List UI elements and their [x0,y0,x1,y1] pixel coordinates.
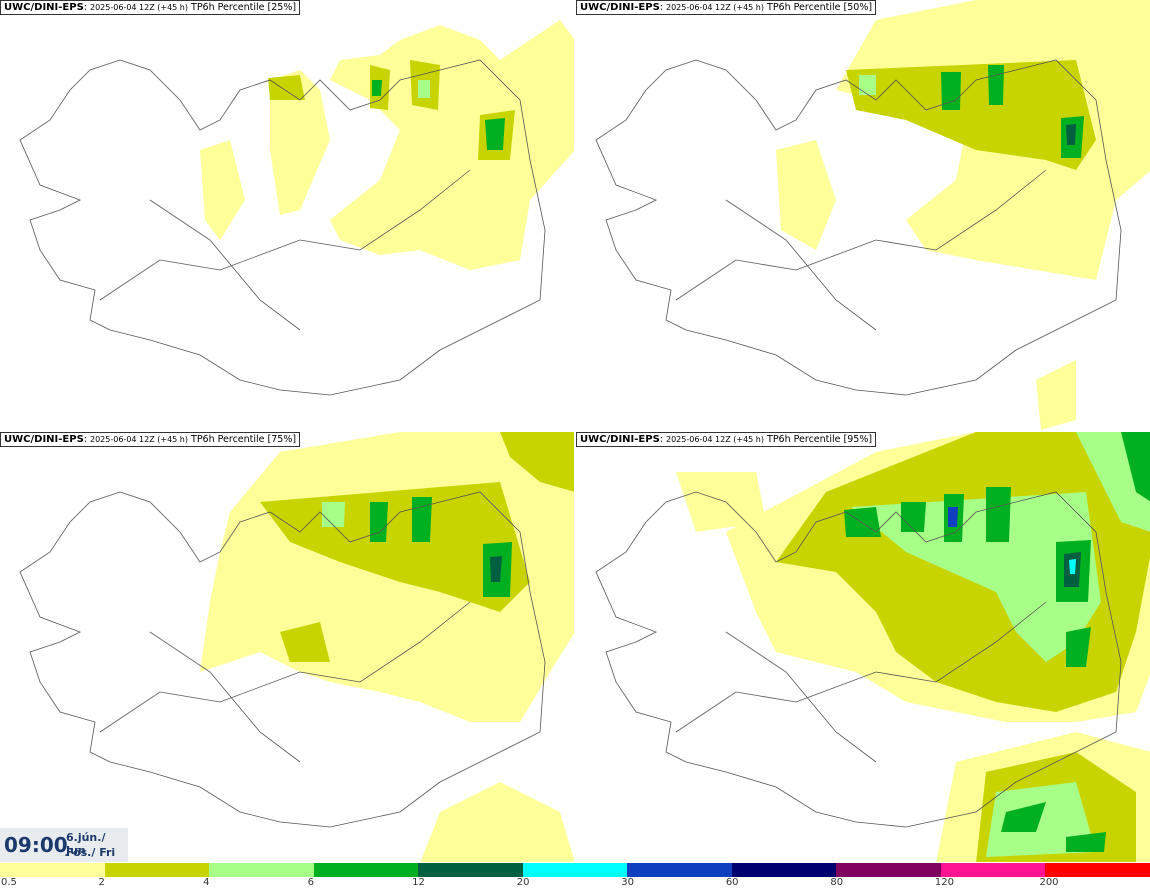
run-info: 2025-06-04 12Z (+45 h) [666,3,764,12]
colorbar-segment [0,863,105,877]
colorbar-label: 20 [516,877,530,888]
run-info: 2025-06-04 12Z (+45 h) [90,435,188,444]
panel-divider-horizontal [0,430,1150,432]
colorbar-label: 2 [98,877,105,888]
colorbar-label: 120 [934,877,954,888]
colorbar-label: 4 [203,877,210,888]
model-source: UWC/DINI-EPS [580,2,660,13]
colorbar-label: 12 [412,877,425,888]
run-info: 2025-06-04 12Z (+45 h) [90,3,188,12]
field-title: TP6h Percentile [25%] [191,2,297,13]
valid-date-line1: 6.jún./ Jun [66,831,106,857]
valid-time-box: 09:00 6.jún./ Jun Fös./ Fri [0,828,128,862]
model-source: UWC/DINI-EPS [580,434,660,445]
field-title: TP6h Percentile [50%] [767,2,873,13]
precip-contours [676,432,1150,863]
iceland-coastline [19,491,546,828]
valid-date-line2: Fös./ Fri [66,846,116,859]
precip-map-p75 [19,432,575,863]
colorbar-label: 0.5 [1,877,17,888]
field-title: TP6h Percentile [75%] [191,434,297,445]
colorbar-segment [313,863,419,877]
field-title: TP6h Percentile [95%] [767,434,873,445]
panel-title: UWC/DINI-EPS: 2025-06-04 12Z (+45 h) TP6… [576,0,877,15]
precip-map-p95 [595,432,1150,863]
model-source: UWC/DINI-EPS [4,434,84,445]
map-panel-p95: UWC/DINI-EPS: 2025-06-04 12Z (+45 h) TP6… [576,432,1150,863]
valid-time: 09:00 [4,833,68,857]
panel-title: UWC/DINI-EPS: 2025-06-04 12Z (+45 h) TP6… [0,0,301,15]
precip-contours [200,20,575,270]
iceland-coastline [595,59,1122,396]
colorbar-label: 6 [307,877,314,888]
colorbar-segment [836,863,942,877]
colorbar-segment [627,863,733,877]
colorbar-segment [104,863,210,877]
colorbar-segment [940,863,1046,877]
map-panel-p75: UWC/DINI-EPS: 2025-06-04 12Z (+45 h) TP6… [0,432,575,863]
precip-contours [200,432,575,863]
colorbar-label: 200 [1039,877,1059,888]
precip-colorbar: 0.5 2 4 6 12 20 30 60 80 120 200 [0,862,1150,891]
colorbar-segment [418,863,524,877]
colorbar-label: 60 [725,877,739,888]
iceland-coastline [595,491,1122,828]
precip-contours [776,0,1150,430]
run-info: 2025-06-04 12Z (+45 h) [666,435,764,444]
colorbar-segment [209,863,315,877]
model-source: UWC/DINI-EPS [4,2,84,13]
colorbar-segment [731,863,837,877]
panel-title: UWC/DINI-EPS: 2025-06-04 12Z (+45 h) TP6… [0,432,301,447]
precip-map-p50 [595,0,1150,430]
precip-map-p25 [19,20,575,396]
colorbar-segment [522,863,628,877]
iceland-coastline [19,59,546,396]
colorbar-label: 30 [621,877,634,888]
colorbar-label: 80 [830,877,844,888]
panel-title: UWC/DINI-EPS: 2025-06-04 12Z (+45 h) TP6… [576,432,877,447]
colorbar-segment [1045,863,1150,877]
map-panel-p50: UWC/DINI-EPS: 2025-06-04 12Z (+45 h) TP6… [576,0,1150,431]
map-panel-p25: UWC/DINI-EPS: 2025-06-04 12Z (+45 h) TP6… [0,0,575,431]
